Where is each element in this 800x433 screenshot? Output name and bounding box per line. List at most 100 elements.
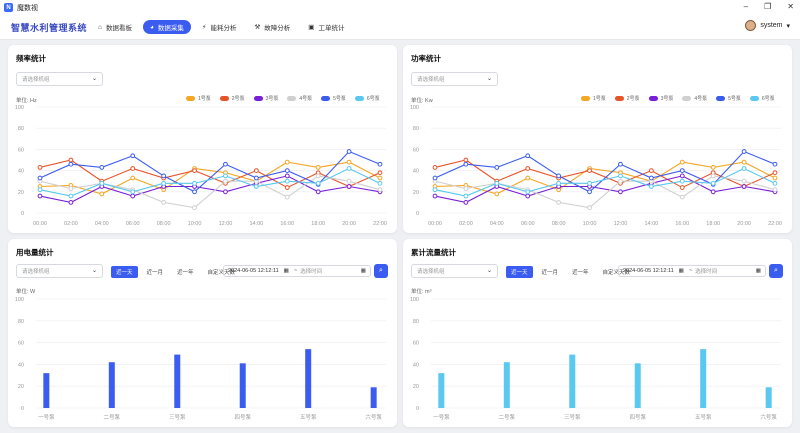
data-point[interactable]	[679, 173, 685, 179]
data-point[interactable]	[525, 175, 531, 181]
legend-item[interactable]: 6号泵	[354, 95, 380, 102]
data-point[interactable]	[377, 161, 383, 167]
data-point[interactable]	[432, 193, 438, 199]
data-point[interactable]	[556, 180, 562, 186]
data-point[interactable]	[315, 189, 321, 195]
data-point[interactable]	[741, 178, 747, 184]
data-point[interactable]	[37, 165, 43, 170]
data-point[interactable]	[161, 180, 167, 186]
data-point[interactable]	[741, 159, 747, 165]
data-point[interactable]	[68, 200, 74, 205]
flow-pump-select[interactable]: 请选择机组 ⌄	[411, 264, 498, 278]
legend-item[interactable]: 3号泵	[253, 95, 278, 102]
data-point[interactable]	[130, 193, 136, 199]
legend-item[interactable]: 4号泵	[287, 95, 312, 102]
legend-item[interactable]: 2号泵	[219, 95, 245, 102]
data-point[interactable]	[284, 159, 290, 165]
data-point[interactable]	[710, 173, 716, 179]
data-point[interactable]	[772, 187, 778, 193]
flow-tab-month[interactable]: 近一月	[541, 270, 559, 276]
nav-item-3[interactable]: ⚒ 故障分析	[247, 20, 297, 34]
data-point[interactable]	[68, 157, 74, 163]
restore-icon[interactable]: ❐	[764, 2, 772, 11]
flow-tab-year[interactable]: 近一年	[572, 270, 589, 276]
bar[interactable]	[700, 349, 707, 408]
data-point[interactable]	[741, 184, 747, 189]
flow-date-range[interactable]: 2024-06-05 12:12:11 ▦ ~ 选择时间 ▦	[618, 265, 766, 277]
elec-search-button[interactable]: ⌕	[374, 264, 388, 278]
data-point[interactable]	[68, 161, 74, 167]
data-point[interactable]	[377, 175, 383, 181]
data-point[interactable]	[253, 168, 259, 173]
data-point[interactable]	[710, 180, 716, 186]
data-point[interactable]	[587, 180, 592, 186]
data-point[interactable]	[192, 168, 197, 173]
data-point[interactable]	[648, 168, 654, 173]
data-point[interactable]	[377, 187, 383, 193]
data-point[interactable]	[463, 186, 469, 192]
data-point[interactable]	[556, 200, 562, 205]
legend-item[interactable]: 5号泵	[716, 95, 741, 102]
data-point[interactable]	[161, 173, 167, 179]
user-menu[interactable]: system ▾	[745, 20, 790, 31]
data-point[interactable]	[130, 189, 136, 195]
elec-tab-month[interactable]: 近一月	[146, 270, 164, 276]
bar[interactable]	[305, 349, 312, 408]
bar[interactable]	[569, 354, 576, 408]
data-point[interactable]	[253, 175, 259, 181]
power-pump-select[interactable]: 请选择机组 ⌄	[411, 72, 498, 86]
data-point[interactable]	[223, 173, 228, 179]
data-point[interactable]	[525, 189, 531, 195]
bar[interactable]	[174, 354, 181, 408]
data-point[interactable]	[223, 189, 228, 195]
close-icon[interactable]: ✕	[787, 2, 794, 11]
data-point[interactable]	[432, 187, 438, 193]
elec-pump-select[interactable]: 请选择机组 ⌄	[16, 264, 103, 278]
data-point[interactable]	[37, 175, 43, 181]
data-point[interactable]	[587, 205, 592, 211]
data-point[interactable]	[679, 168, 685, 173]
data-point[interactable]	[494, 165, 500, 170]
data-point[interactable]	[587, 168, 592, 173]
bar[interactable]	[438, 373, 445, 408]
freq-pump-select[interactable]: 请选择机组 ⌄	[16, 72, 103, 86]
minimize-icon[interactable]: –	[743, 2, 749, 11]
legend-item[interactable]: 6号泵	[749, 95, 775, 102]
elec-tab-custom[interactable]: 自定义天数	[207, 270, 236, 276]
bar[interactable]	[239, 363, 246, 408]
data-point[interactable]	[315, 173, 321, 179]
bar[interactable]	[108, 362, 115, 408]
nav-item-4[interactable]: ▣ 工单统计	[301, 20, 351, 34]
data-point[interactable]	[192, 205, 197, 211]
data-point[interactable]	[192, 189, 197, 195]
data-point[interactable]	[130, 175, 136, 181]
data-point[interactable]	[618, 173, 623, 179]
nav-item-2[interactable]: ⚡ 能耗分析	[195, 20, 244, 34]
flow-search-button[interactable]: ⌕	[769, 264, 783, 278]
data-point[interactable]	[284, 168, 290, 173]
data-point[interactable]	[463, 161, 469, 167]
data-point[interactable]	[618, 189, 623, 195]
legend-item[interactable]: 3号泵	[648, 95, 673, 102]
legend-item[interactable]: 1号泵	[186, 95, 211, 102]
data-point[interactable]	[130, 166, 136, 171]
data-point[interactable]	[772, 175, 778, 181]
data-point[interactable]	[741, 166, 747, 171]
data-point[interactable]	[284, 173, 290, 179]
data-point[interactable]	[741, 149, 747, 154]
bar[interactable]	[503, 362, 510, 408]
data-point[interactable]	[315, 165, 321, 170]
data-point[interactable]	[494, 180, 500, 186]
data-point[interactable]	[99, 180, 105, 186]
data-point[interactable]	[37, 193, 43, 199]
flow-tab-custom[interactable]: 自定义天数	[602, 270, 631, 276]
data-point[interactable]	[556, 173, 562, 179]
data-point[interactable]	[772, 170, 778, 176]
data-point[interactable]	[37, 187, 43, 193]
data-point[interactable]	[679, 159, 685, 165]
data-point[interactable]	[161, 200, 167, 205]
nav-item-0[interactable]: ⌂ 数据看板	[91, 20, 139, 34]
data-point[interactable]	[525, 193, 531, 199]
data-point[interactable]	[618, 178, 623, 184]
data-point[interactable]	[284, 185, 290, 190]
